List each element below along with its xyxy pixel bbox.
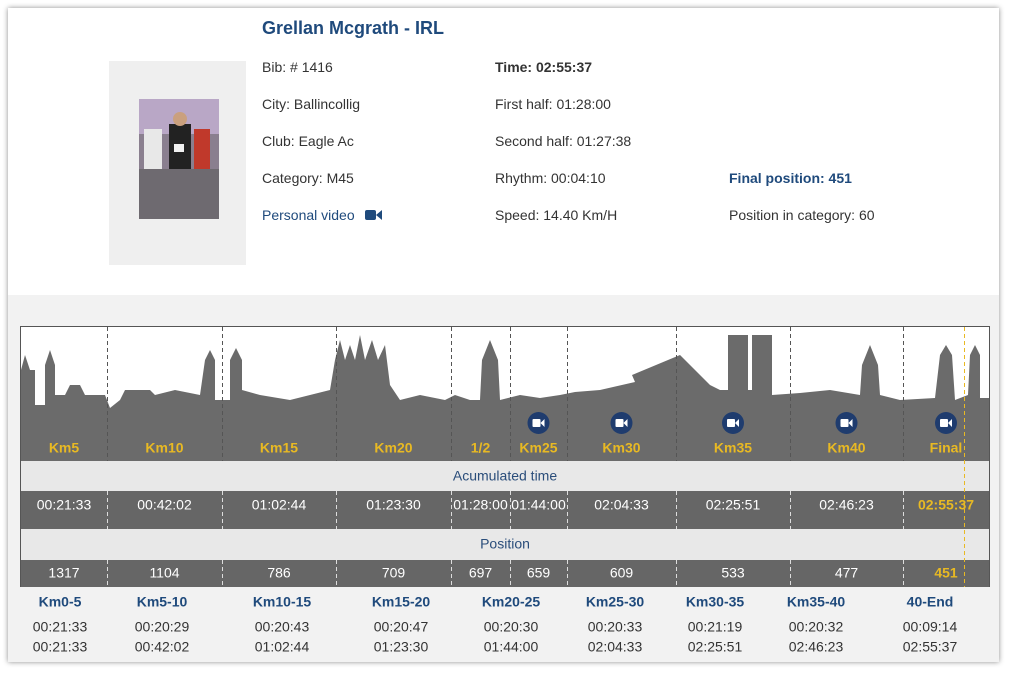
acc-title-band: [21, 461, 989, 491]
runner-info: Grellan Mcgrath - IRL Bib: # 1416 City: …: [8, 8, 999, 295]
acc-title: Acumulated time: [453, 468, 557, 484]
checkpoint-label: Km20: [374, 440, 412, 456]
position: 609: [610, 565, 634, 581]
split-time: 00:20:33: [588, 619, 643, 635]
video-button-part[interactable]: [948, 419, 952, 427]
split-time: 00:21:33: [33, 619, 88, 635]
position: 709: [382, 565, 406, 581]
split-accumulated: 01:02:44: [255, 639, 310, 655]
accumulated-time: 01:02:44: [252, 497, 307, 513]
speed: Speed: 14.40 Km/H: [495, 207, 618, 223]
split-time: 00:20:47: [374, 619, 429, 635]
split-time: 00:20:29: [135, 619, 190, 635]
skyline: [21, 335, 989, 461]
checkpoint-label: Km40: [827, 440, 865, 456]
video-button[interactable]: [935, 412, 957, 434]
pos-title-band: [21, 529, 989, 560]
accumulated-time: 02:55:37: [918, 497, 974, 513]
first-half: First half: 01:28:00: [495, 96, 611, 112]
accumulated-time: 00:21:33: [37, 497, 92, 513]
video-button-part[interactable]: [532, 419, 541, 427]
split-accumulated: 01:44:00: [484, 639, 539, 655]
split-time: 00:21:19: [688, 619, 743, 635]
checkpoint-label: Km30: [602, 440, 640, 456]
video-button-part[interactable]: [735, 419, 739, 427]
split-label: Km5-10: [137, 594, 188, 610]
position: 533: [721, 565, 745, 581]
accumulated-time: 02:25:51: [706, 497, 761, 513]
pos-title: Position: [480, 536, 530, 552]
position: 477: [835, 565, 859, 581]
second-half: Second half: 01:27:38: [495, 133, 632, 149]
video-button[interactable]: [722, 412, 744, 434]
split-accumulated: 01:23:30: [374, 639, 429, 655]
runner-photo: [139, 99, 219, 219]
accumulated-time: 01:28:00: [453, 497, 508, 513]
category-position: Position in category: 60: [729, 207, 875, 223]
position: 1317: [48, 565, 79, 581]
video-button-part[interactable]: [840, 419, 849, 427]
accumulated-time: 02:04:33: [594, 497, 649, 513]
split-time: 00:20:32: [789, 619, 844, 635]
video-button[interactable]: [527, 412, 550, 434]
video-button-part[interactable]: [540, 419, 545, 427]
video-button[interactable]: [835, 412, 858, 434]
position: 1104: [149, 565, 179, 581]
checkpoint-label: Km35: [714, 440, 752, 456]
split-time: 00:20:43: [255, 619, 310, 635]
split-accumulated: 02:55:37: [903, 639, 958, 655]
video-button-part[interactable]: [940, 419, 948, 427]
accumulated-time: 00:42:02: [137, 497, 192, 513]
checkpoint-label: 1/2: [471, 440, 491, 456]
split-accumulated: 02:46:23: [789, 639, 844, 655]
split-label: 40-End: [907, 594, 954, 610]
bib: Bib: # 1416: [262, 59, 333, 75]
split-accumulated: 00:42:02: [135, 639, 190, 655]
photo-frame: [109, 61, 246, 265]
position: 659: [527, 565, 551, 581]
split-label: Km25-30: [586, 594, 645, 610]
split-label: Km0-5: [39, 594, 82, 610]
accumulated-time: 01:23:30: [366, 497, 421, 513]
checkpoint-label: Km15: [260, 440, 298, 456]
final-position: Final position: 451: [729, 170, 852, 186]
split-label: Km30-35: [686, 594, 745, 610]
category: Category: M45: [262, 170, 354, 186]
split-accumulated: 02:25:51: [688, 639, 743, 655]
accumulated-time: 01:44:00: [511, 497, 566, 513]
split-accumulated: 02:04:33: [588, 639, 643, 655]
position: 697: [469, 565, 493, 581]
checkpoint-label: Km10: [145, 440, 183, 456]
video-link-text[interactable]: Personal video: [262, 207, 355, 223]
video-icon[interactable]: [364, 209, 382, 221]
acc-row: [21, 491, 989, 529]
runner-name: Grellan Mcgrath - IRL: [262, 18, 445, 38]
pos-row: [21, 560, 989, 587]
club: Club: Eagle Ac: [262, 133, 354, 149]
checkpoint-label: Final: [930, 440, 963, 456]
split-label: Km15-20: [372, 594, 431, 610]
rhythm: Rhythm: 00:04:10: [495, 170, 606, 186]
video-button-part[interactable]: [848, 419, 853, 427]
checkpoint-label: Km5: [49, 440, 80, 456]
position: 786: [267, 565, 291, 581]
split-label: Km10-15: [253, 594, 312, 610]
split-time: 00:09:14: [903, 619, 958, 635]
video-button[interactable]: [610, 412, 633, 434]
video-button-part[interactable]: [727, 419, 735, 427]
total-time: Time: 02:55:37: [495, 59, 593, 75]
split-time: 00:20:30: [484, 619, 539, 635]
city: City: Ballincollig: [262, 96, 361, 112]
checkpoint-label: Km25: [519, 440, 557, 456]
position: 451: [934, 565, 958, 581]
video-link[interactable]: Personal video: [262, 207, 382, 223]
split-label: Km20-25: [482, 594, 541, 610]
video-button-part[interactable]: [623, 419, 628, 427]
split-label: Km35-40: [787, 594, 846, 610]
accumulated-time: 02:46:23: [819, 497, 874, 513]
split-accumulated: 00:21:33: [33, 639, 88, 655]
video-button-part[interactable]: [615, 419, 624, 427]
